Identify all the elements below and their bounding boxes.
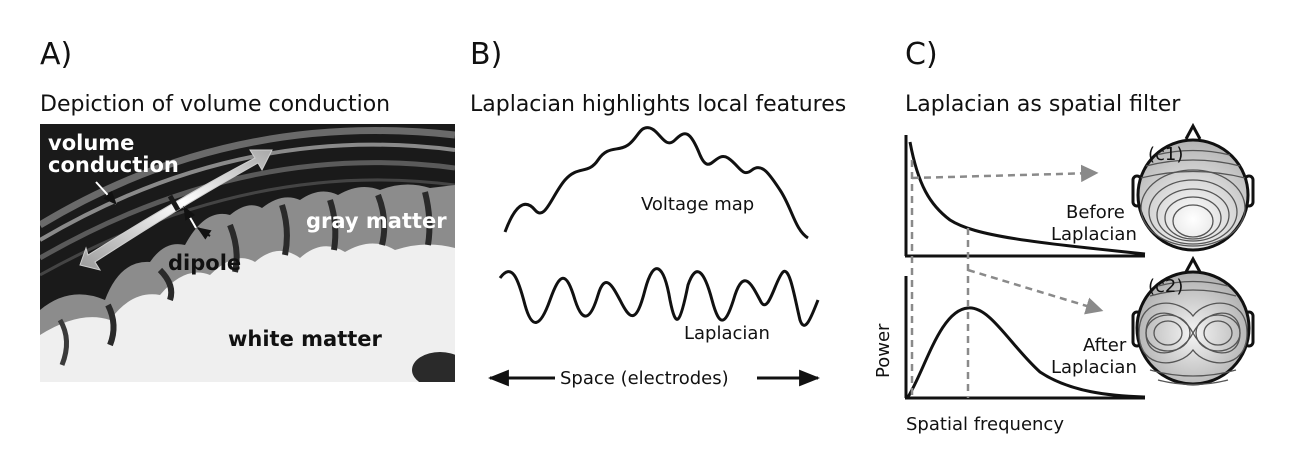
y-axis-label: Power xyxy=(873,323,894,378)
voltage-map-curve xyxy=(503,126,809,240)
before-power-curve xyxy=(908,141,1146,256)
plot-after: Power Spatial frequency xyxy=(873,276,1146,435)
volume-conduction-arrow xyxy=(79,149,273,271)
after-label-line2: Laplacian xyxy=(1051,357,1137,378)
dipole-pointer-white xyxy=(183,205,197,229)
volume-conduction-label-line2: conduction xyxy=(48,153,179,177)
head-c2-contours xyxy=(1138,280,1248,386)
dipole-label: dipole xyxy=(168,251,241,275)
after-label-line1: After xyxy=(1083,335,1127,356)
x-axis-label: Spatial frequency xyxy=(906,414,1064,435)
head-c1-contours xyxy=(1140,149,1246,247)
dashed-arrow-to-c2 xyxy=(967,268,1104,315)
plot-before xyxy=(904,135,1146,258)
head-c1-nose xyxy=(1184,122,1202,140)
panel-a-title: Depiction of volume conduction xyxy=(40,92,390,117)
panel-c-title: Laplacian as spatial filter xyxy=(905,92,1181,117)
panel-b: B) Laplacian highlights local features V… xyxy=(470,37,846,389)
voltage-map-label: Voltage map xyxy=(641,194,754,215)
panel-a: A) Depiction of volume conduction xyxy=(40,37,455,382)
white-matter-label: white matter xyxy=(228,327,383,351)
c1-label: (c1) xyxy=(1148,144,1183,165)
head-c2-nose xyxy=(1184,255,1202,273)
panel-b-title: Laplacian highlights local features xyxy=(470,92,846,117)
panel-c-letter: C) xyxy=(905,37,938,72)
after-power-curve xyxy=(906,306,1146,399)
gray-matter-label: gray matter xyxy=(306,209,447,233)
panel-a-letter: A) xyxy=(40,37,72,72)
dashed-arrow-to-c1 xyxy=(911,164,1099,183)
volume-conduction-pointer xyxy=(95,181,117,206)
laplacian-label: Laplacian xyxy=(684,323,770,344)
dipole-pointer-black xyxy=(196,227,212,240)
c2-label: (c2) xyxy=(1148,276,1183,297)
panel-c: C) Laplacian as spatial filter Power Spa… xyxy=(873,37,1255,435)
before-label-line2: Laplacian xyxy=(1051,224,1137,245)
head-map-c2: (c2) xyxy=(1131,255,1255,386)
space-label: Space (electrodes) xyxy=(560,368,729,389)
volume-conduction-label-line1: volume xyxy=(48,131,134,155)
panel-b-letter: B) xyxy=(470,37,502,72)
head-map-c1: (c1) xyxy=(1131,122,1255,252)
laplacian-curve xyxy=(498,267,820,327)
before-label-line1: Before xyxy=(1066,202,1125,223)
